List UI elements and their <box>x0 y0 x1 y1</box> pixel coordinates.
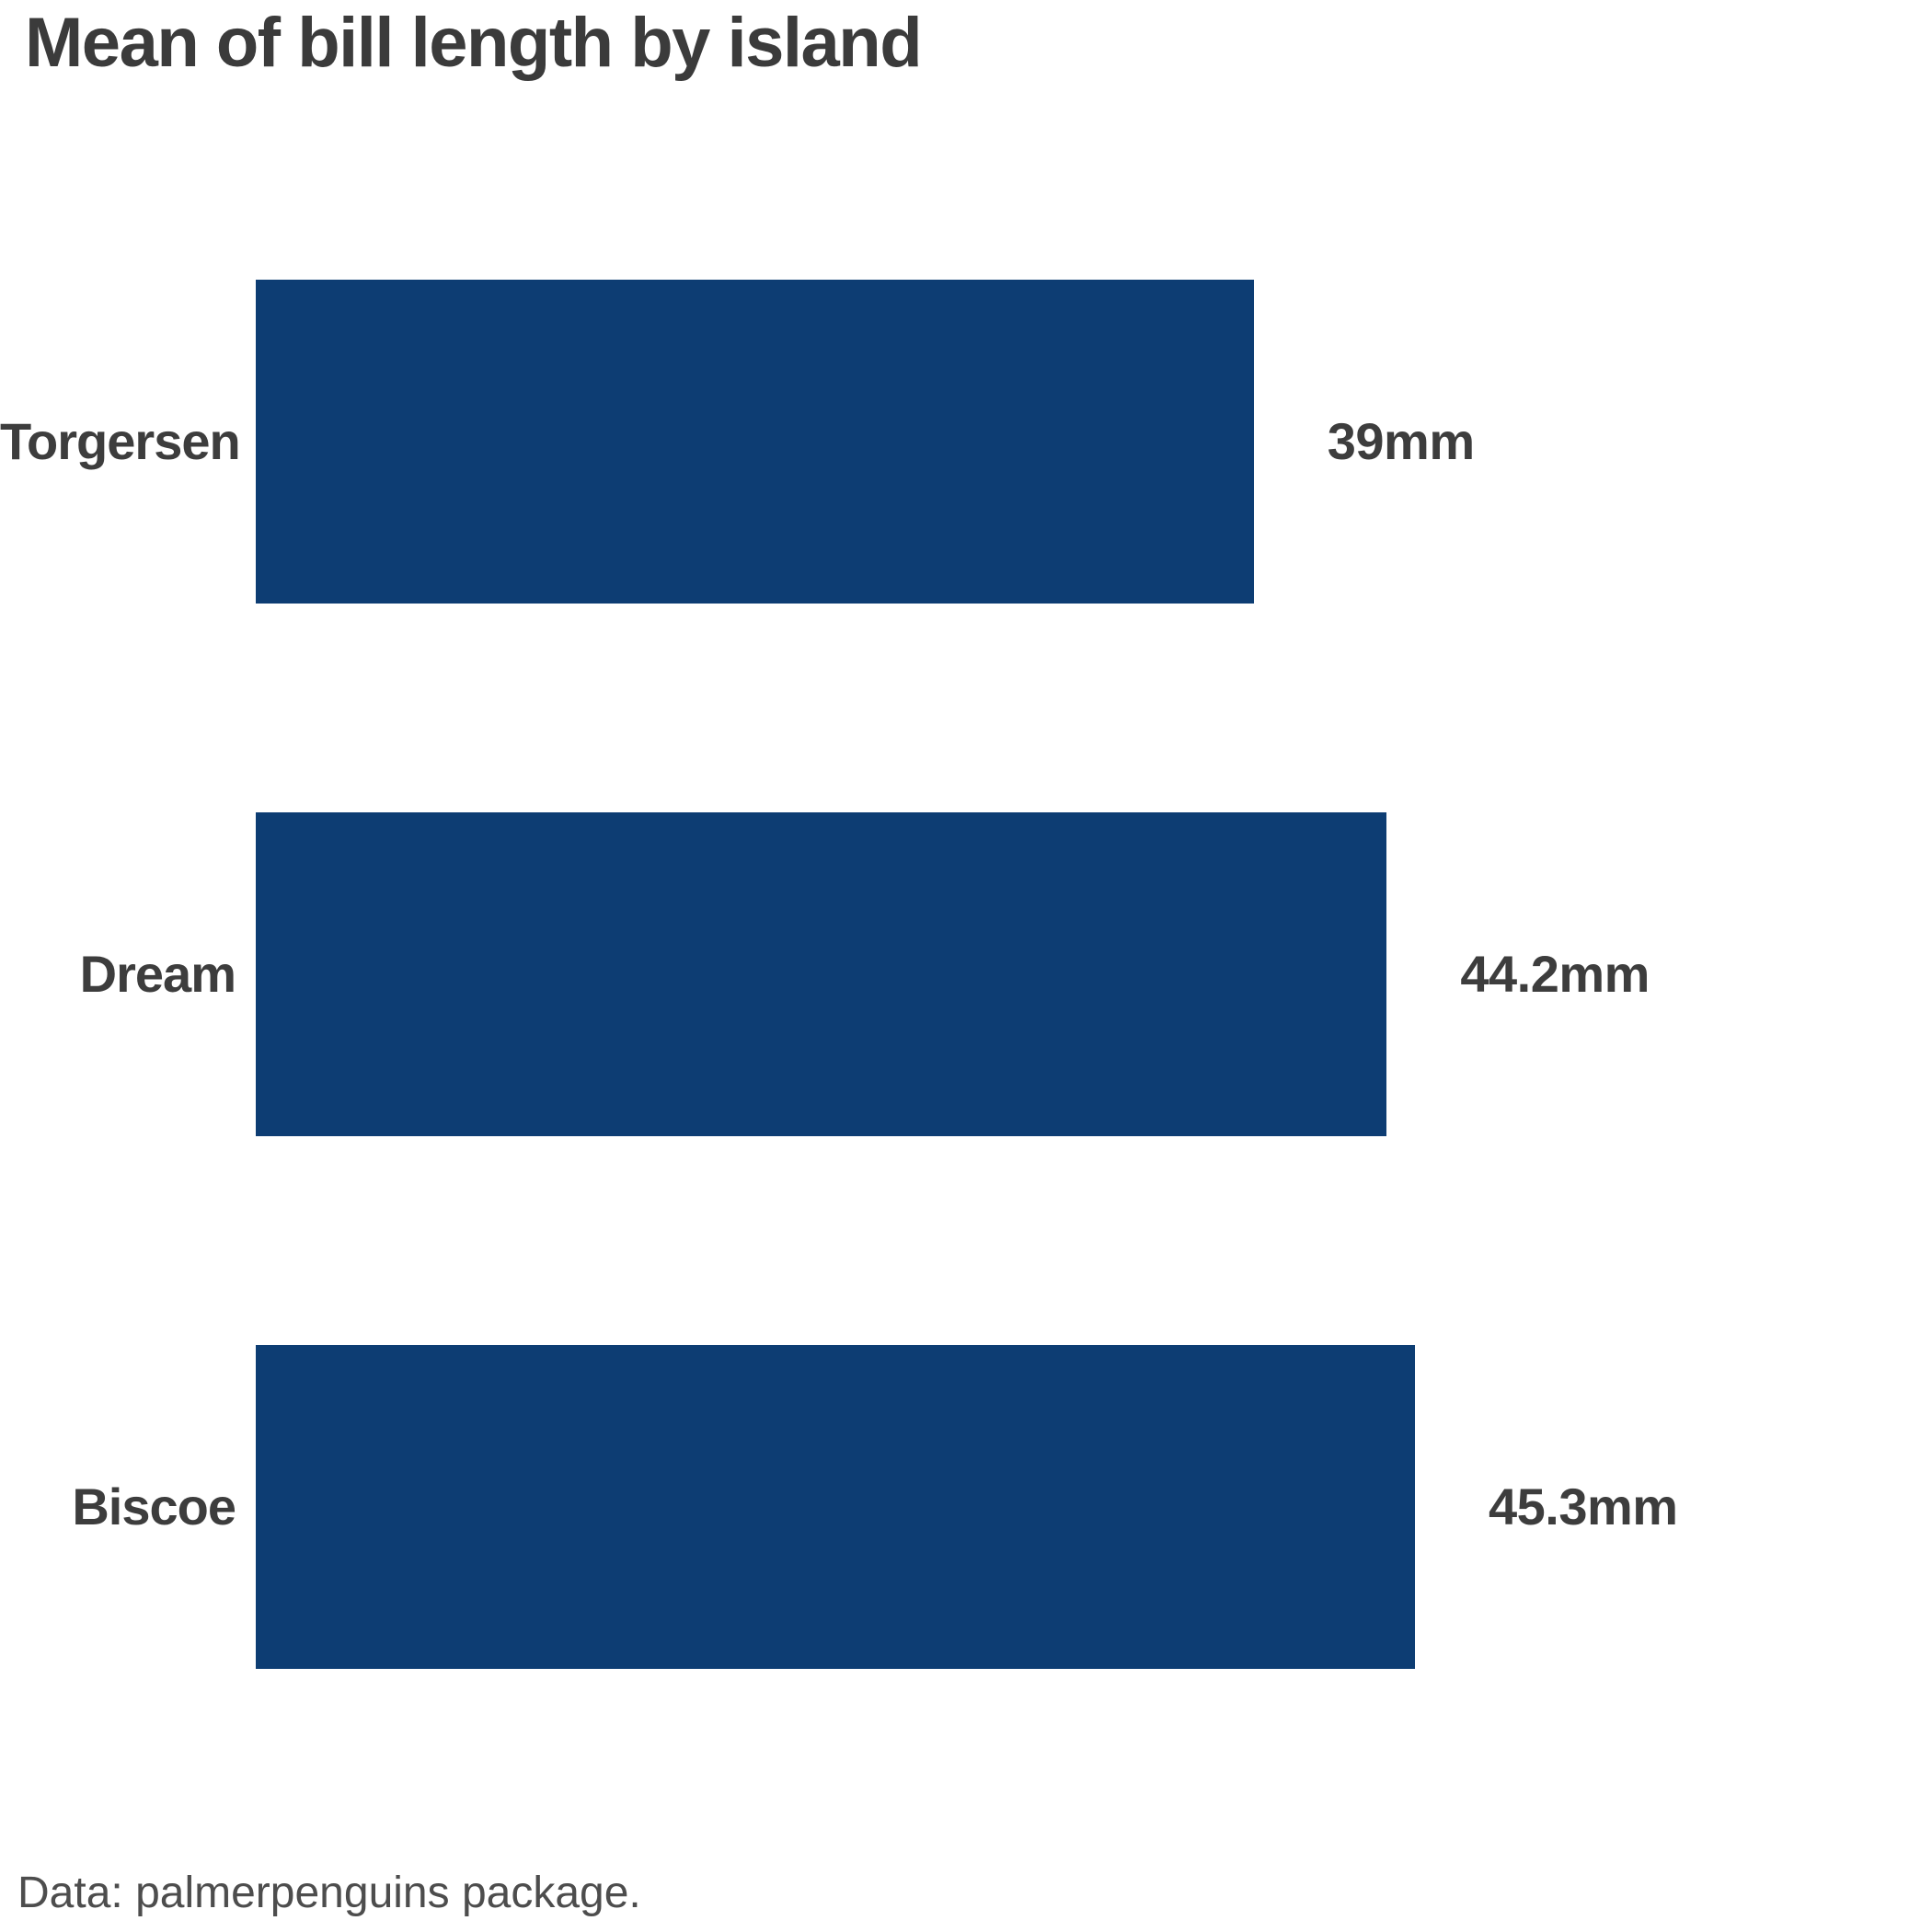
bar[interactable] <box>256 811 1387 1136</box>
category-label: Dream <box>79 945 236 1003</box>
bar-row: Biscoe 45.3mm <box>0 1240 1932 1773</box>
chart-title: Mean of bill length by island <box>25 4 923 82</box>
bar-chart: Torgersen 39mm Dream 44.2mm Biscoe 45.3mm <box>0 175 1932 1773</box>
bar-track: 39mm <box>256 279 1932 604</box>
value-label: 39mm <box>1327 412 1475 470</box>
value-label: 44.2mm <box>1460 945 1650 1003</box>
category-label: Biscoe <box>72 1478 236 1535</box>
bar[interactable] <box>256 1344 1415 1669</box>
bar-track: 44.2mm <box>256 811 1932 1136</box>
data-source-note: Data: palmerpenguins package. <box>17 1869 641 1917</box>
bar-track: 45.3mm <box>256 1344 1932 1669</box>
value-label: 45.3mm <box>1489 1478 1678 1535</box>
category-label: Torgersen <box>0 412 241 470</box>
bar[interactable] <box>256 279 1254 604</box>
bar-row: Torgersen 39mm <box>0 175 1932 707</box>
bar-row: Dream 44.2mm <box>0 707 1932 1240</box>
